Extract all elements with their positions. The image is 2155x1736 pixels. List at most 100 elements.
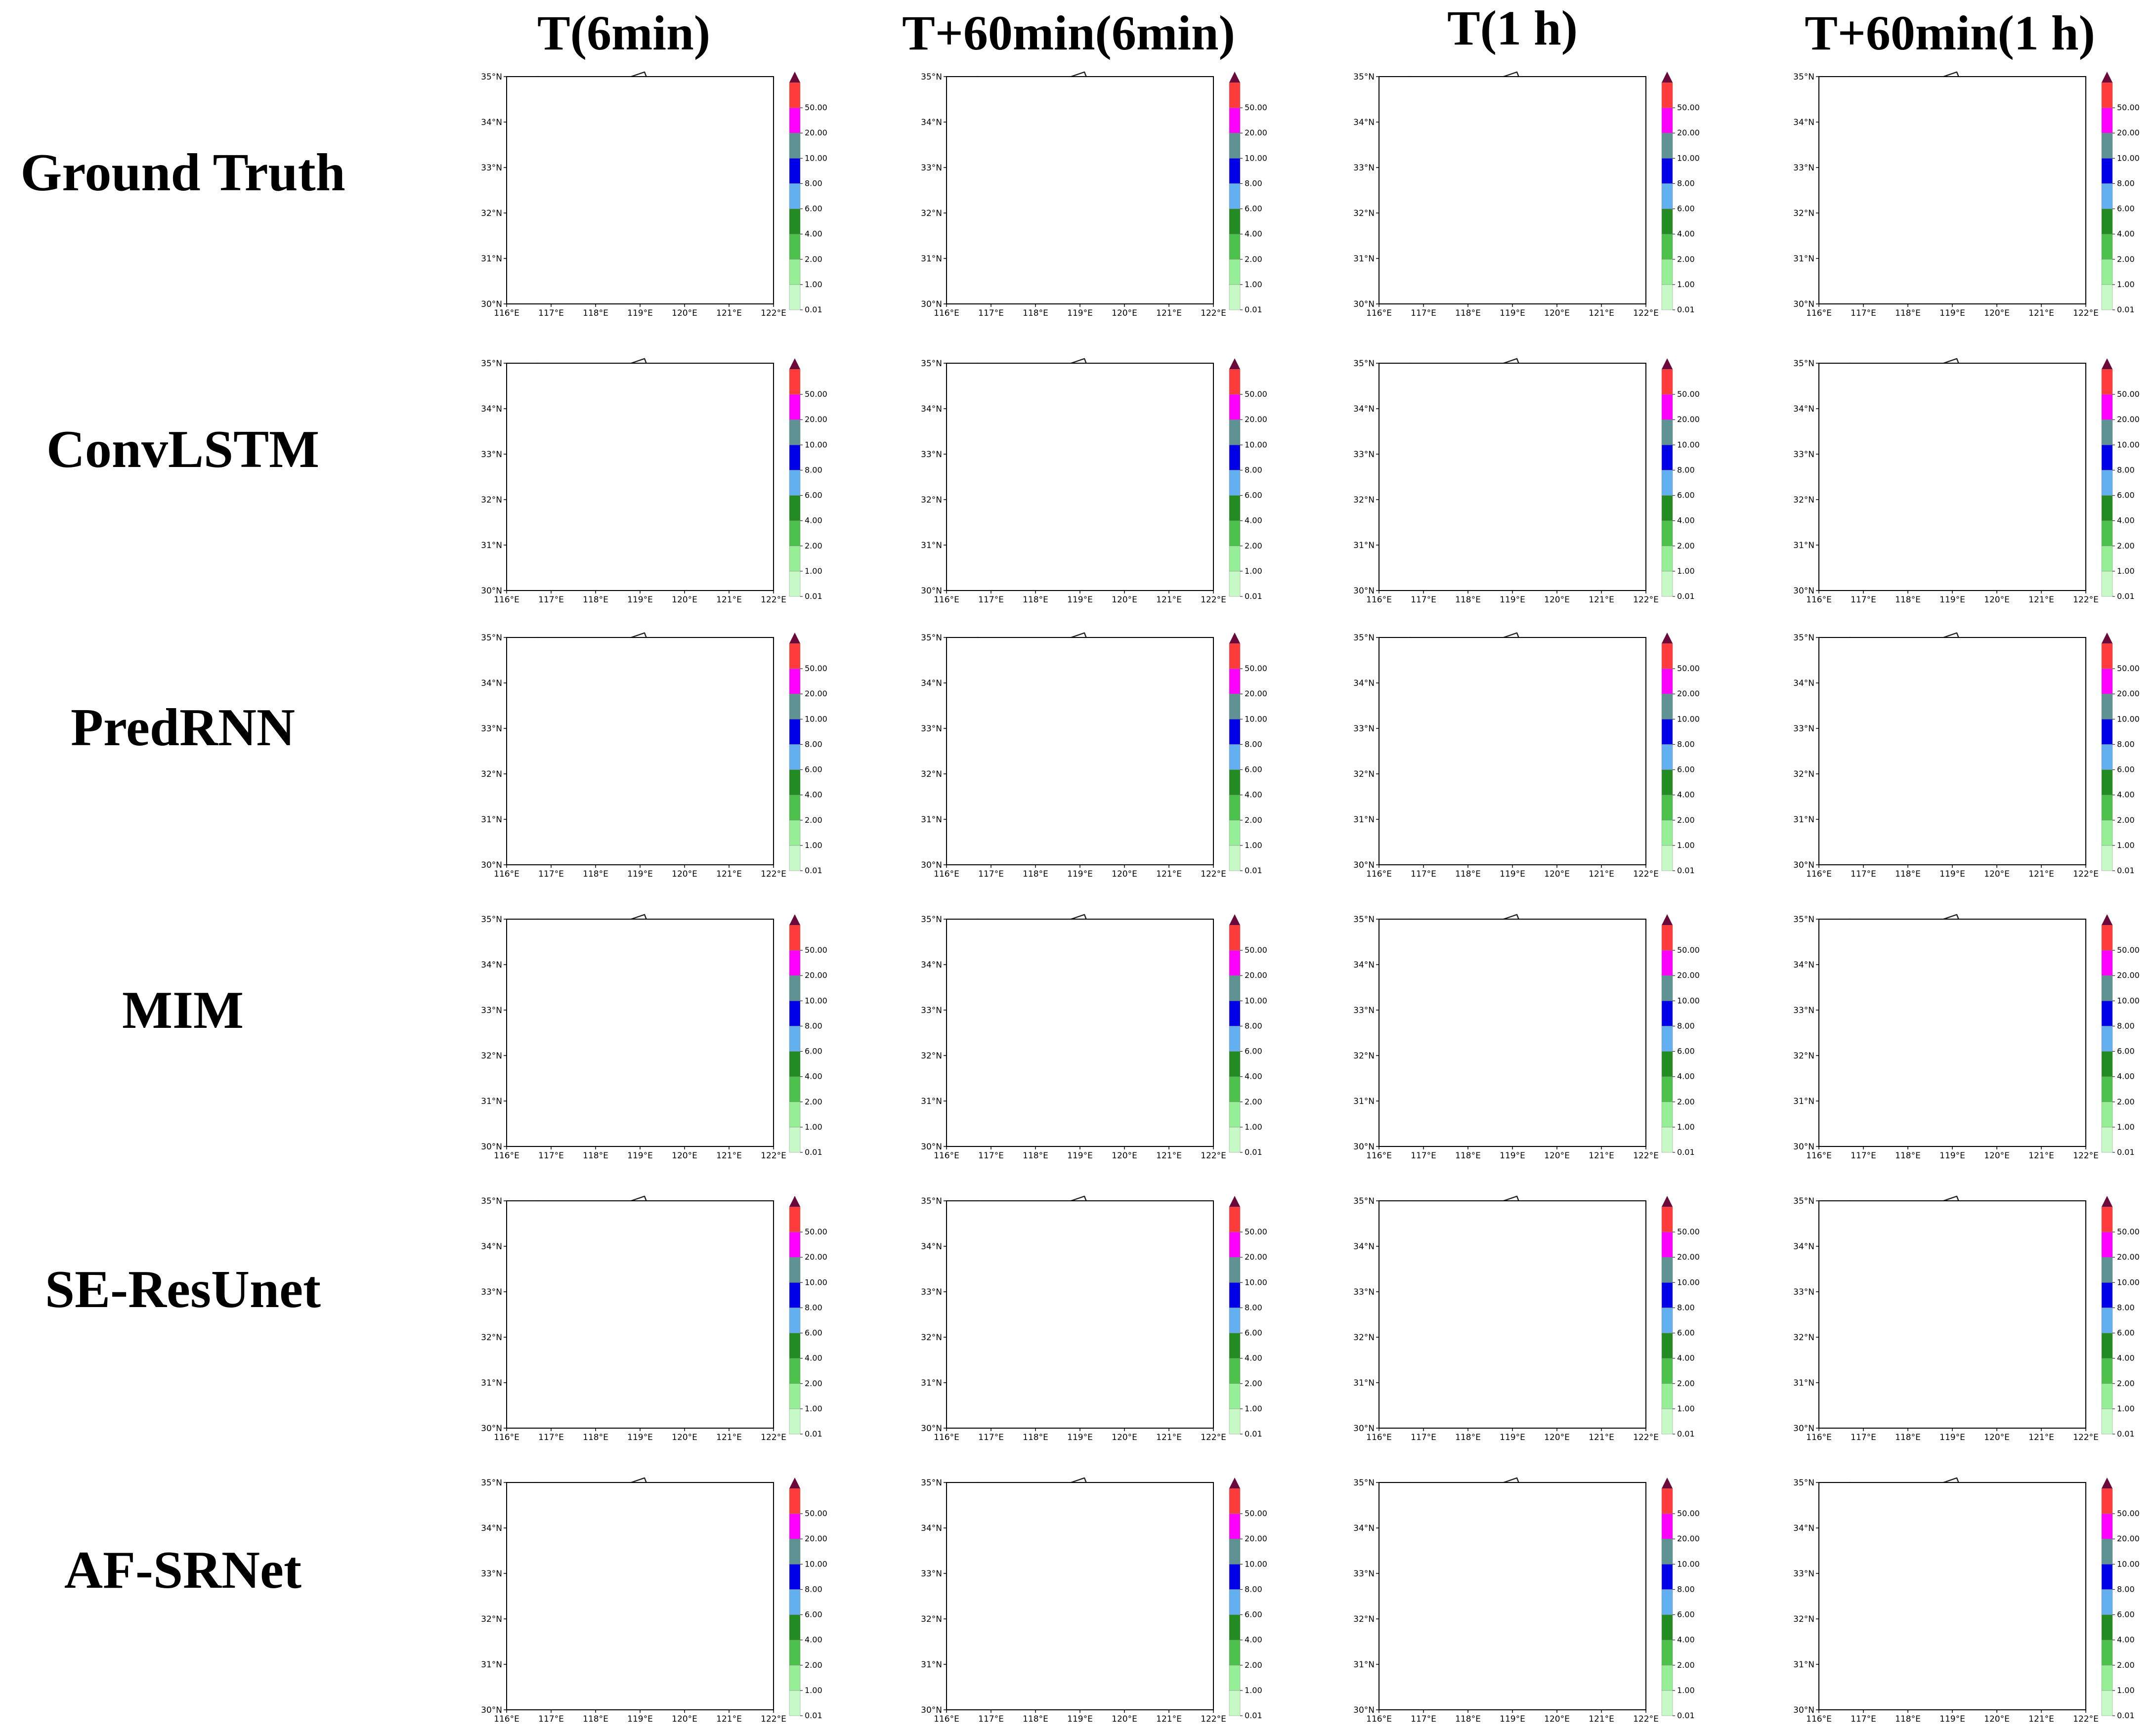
- map-frame: [1379, 76, 1646, 304]
- colorbar-tick-label: 4.00: [805, 790, 822, 800]
- colorbar-tick-label: 6.00: [805, 1047, 822, 1056]
- colorbar-tick-label: 20.00: [1677, 1534, 1700, 1543]
- y-tick-label: 31°N: [921, 1660, 942, 1670]
- x-tick-label: 119°E: [1940, 595, 1965, 605]
- colorbar-tick-label: 8.00: [805, 739, 822, 749]
- x-tick-label: 118°E: [1455, 308, 1481, 318]
- colorbar-tick-label: 1.00: [1245, 1122, 1262, 1132]
- colorbar-tick-label: 20.00: [805, 415, 827, 424]
- colorbar-tick-label: 2.00: [1677, 1379, 1695, 1388]
- x-tick-label: 119°E: [1940, 1433, 1965, 1442]
- x-tick-label: 119°E: [627, 1433, 653, 1442]
- colorbar-tick-label: 6.00: [1245, 1610, 1262, 1619]
- y-tick-label: 30°N: [921, 586, 942, 596]
- colorbar-segment-8: [789, 82, 801, 108]
- colorbar: 0.01 1.00 2.00 4.00 6.00 8.00 10.00 20.00 50.00: [1229, 1196, 1267, 1439]
- x-tick-label: 117°E: [538, 308, 564, 318]
- x-tick-label: 122°E: [761, 1714, 786, 1724]
- colorbar-segment-5: [1229, 445, 1241, 470]
- colorbar: 0.01 1.00 2.00 4.00 6.00 8.00 10.00 20.00 50.00: [1229, 1478, 1267, 1720]
- colorbar-tick-label: 2.00: [1245, 254, 1262, 264]
- y-tick-label: 33°N: [481, 450, 502, 460]
- map-frame: [1818, 1200, 2086, 1429]
- colorbar-tick-label: 1.00: [805, 841, 822, 850]
- x-tick-label: 121°E: [2028, 308, 2054, 318]
- colorbar-segment-8: [2101, 1488, 2113, 1514]
- colorbar-tick-label: 10.00: [1677, 714, 1700, 723]
- panel-r1-c2: 116°E 117°E 118°E 119°E 120°E 121°E 122°E 30°N 3…: [1353, 358, 1700, 605]
- colorbar-segment-4: [789, 744, 801, 770]
- x-tick-label: 119°E: [1500, 1433, 1525, 1442]
- x-tick-label: 121°E: [2028, 1714, 2054, 1724]
- y-tick-label: 30°N: [1353, 1142, 1375, 1152]
- colorbar: 0.01 1.00 2.00 4.00 6.00 8.00 10.00 20.00 50.00: [1661, 1196, 1700, 1439]
- colorbar-tick-label: 1.00: [1677, 841, 1695, 850]
- colorbar-tick-label: 10.00: [1677, 153, 1700, 163]
- x-tick-label: 120°E: [1544, 1714, 1570, 1724]
- colorbar-tick-label: 1.00: [805, 566, 822, 576]
- x-tick-label: 119°E: [627, 869, 653, 879]
- y-tick-label: 34°N: [921, 1242, 942, 1252]
- colorbar-tick-label: 0.01: [2117, 866, 2135, 875]
- colorbar-tick-label: 6.00: [1677, 1047, 1695, 1056]
- x-tick-label: 120°E: [1112, 1433, 1137, 1442]
- y-tick-label: 35°N: [1353, 359, 1375, 369]
- x-tick-label: 120°E: [672, 308, 697, 318]
- colorbar-segment-4: [1661, 183, 1673, 209]
- colorbar-segment-3: [1661, 769, 1673, 795]
- colorbar-tick-label: 4.00: [2117, 516, 2135, 525]
- x-tick-label: 122°E: [1633, 869, 1659, 879]
- colorbar-segment-5: [789, 719, 801, 745]
- colorbar-tick-label: 6.00: [1677, 1610, 1695, 1619]
- colorbar-segment-4: [1661, 1589, 1673, 1615]
- y-tick-label: 32°N: [921, 209, 942, 218]
- x-tick-label: 122°E: [1201, 1714, 1226, 1724]
- panel-r0-c2: 116°E 117°E 118°E 119°E 120°E 121°E 122°E 30°N 3…: [1353, 71, 1700, 318]
- colorbar-segment-8: [1661, 925, 1673, 951]
- y-tick-label: 32°N: [921, 1333, 942, 1343]
- colorbar-segment-7: [2101, 107, 2113, 133]
- y-tick-label: 33°N: [481, 724, 502, 734]
- colorbar-segment-6: [789, 419, 801, 445]
- colorbar-tick-label: 6.00: [1245, 1328, 1262, 1338]
- x-tick-label: 122°E: [761, 869, 786, 879]
- panel-r5-c2: 116°E 117°E 118°E 119°E 120°E 121°E 122°E 30°N 3…: [1353, 1477, 1700, 1724]
- colorbar-segment-0: [1229, 1408, 1241, 1435]
- y-tick-label: 34°N: [921, 678, 942, 688]
- y-tick-label: 34°N: [1793, 1242, 1814, 1252]
- x-tick-label: 120°E: [672, 595, 697, 605]
- colorbar-segment-5: [2101, 719, 2113, 745]
- colorbar-tick-label: 6.00: [805, 491, 822, 500]
- map-frame: [1379, 1200, 1646, 1429]
- colorbar-tick-label: 2.00: [1677, 815, 1695, 825]
- x-tick-label: 119°E: [1500, 869, 1525, 879]
- colorbar-tick-label: 6.00: [2117, 1610, 2135, 1619]
- x-tick-label: 116°E: [494, 1714, 519, 1724]
- panel-r1-c0: 116°E 117°E 118°E 119°E 120°E 121°E 122°E 30°N 3…: [481, 358, 827, 605]
- map-frame: [1379, 919, 1646, 1147]
- x-tick-label: 120°E: [1112, 595, 1137, 605]
- colorbar-segment-2: [1229, 1076, 1241, 1102]
- map-frame: [946, 1200, 1214, 1429]
- colorbar-segment-0: [789, 1690, 801, 1716]
- colorbar-segment-8: [1661, 643, 1673, 669]
- colorbar-tick-label: 4.00: [2117, 1635, 2135, 1645]
- colorbar: 0.01 1.00 2.00 4.00 6.00 8.00 10.00 20.00 50.00: [2101, 1196, 2140, 1439]
- y-tick-label: 33°N: [921, 1006, 942, 1016]
- y-tick-label: 35°N: [921, 359, 942, 369]
- colorbar-tick-label: 10.00: [805, 1559, 827, 1568]
- colorbar-segment-4: [789, 1589, 801, 1615]
- colorbar: 0.01 1.00 2.00 4.00 6.00 8.00 10.00 20.00 50.00: [1661, 914, 1700, 1157]
- y-tick-label: 33°N: [1793, 163, 1814, 173]
- colorbar: 0.01 1.00 2.00 4.00 6.00 8.00 10.00 20.00 50.00: [1661, 1478, 1700, 1720]
- row-label-2: PredRNN: [71, 698, 295, 757]
- colorbar-tick-label: 8.00: [2117, 1584, 2135, 1594]
- colorbar-tick-label: 20.00: [1677, 689, 1700, 698]
- colorbar-segment-2: [789, 1076, 801, 1102]
- colorbar-segment-4: [2101, 1026, 2113, 1052]
- colorbar: 0.01 1.00 2.00 4.00 6.00 8.00 10.00 20.00 50.00: [789, 1196, 827, 1439]
- x-tick-label: 117°E: [1851, 308, 1876, 318]
- colorbar-segment-4: [789, 470, 801, 496]
- colorbar-tick-label: 8.00: [1245, 739, 1262, 749]
- colorbar-tick-label: 10.00: [1245, 714, 1267, 723]
